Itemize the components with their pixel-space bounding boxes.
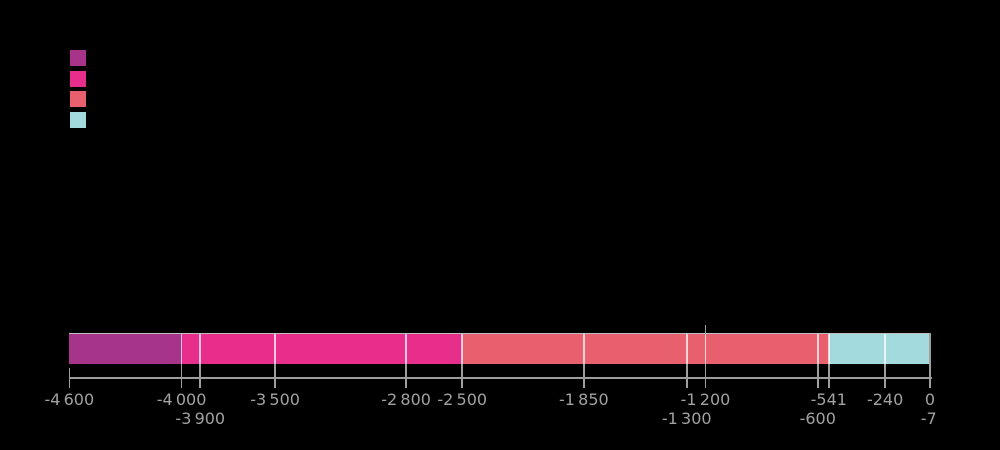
axis-tick-label: -7 <box>920 408 937 428</box>
bar-top-border <box>69 332 930 335</box>
legend-cyan-swatch <box>70 111 86 128</box>
gridline-over-bar <box>827 334 830 364</box>
axis-tick-label: -1 200 <box>680 389 731 409</box>
axis-tick-label: -4 600 <box>44 389 95 409</box>
axis-tick <box>405 363 407 389</box>
axis-tick-label: -4 000 <box>156 389 207 409</box>
axis-tick-label: 0 <box>924 389 936 409</box>
axis-tick-label: -3 900 <box>175 408 226 428</box>
timeline-bar <box>0 334 1000 364</box>
timeline-segment-1 <box>69 334 182 364</box>
timeline-segment-4 <box>828 334 930 364</box>
gridline-over-bar <box>816 334 819 364</box>
axis-tick <box>884 363 886 389</box>
axis-tick <box>704 363 707 389</box>
axis-tick-label: -240 <box>866 389 904 409</box>
gridline-over-bar <box>274 334 276 364</box>
axis-tick <box>827 363 830 389</box>
gridline-over-bar <box>884 334 886 364</box>
axis-tick-label: -1 300 <box>661 408 712 428</box>
axis-tick <box>180 363 183 389</box>
legend-purple-swatch <box>70 50 86 66</box>
gridline-above-bar <box>704 325 707 334</box>
gridline-over-bar <box>180 334 183 364</box>
axis-tick <box>461 363 464 389</box>
axis-tick-label: -600 <box>799 408 836 428</box>
gridline-over-bar <box>461 334 464 364</box>
axis-tick <box>274 363 276 389</box>
gridline-over-bar <box>405 334 407 364</box>
timeline-segment-3 <box>462 334 829 364</box>
legend-pink-swatch <box>70 70 86 87</box>
axis-tick <box>199 363 202 389</box>
axis-tick <box>685 363 688 389</box>
axis-edge-tick <box>929 333 931 389</box>
axis-tick-label: -3 500 <box>250 389 300 409</box>
axis-tick <box>583 363 585 389</box>
x-axis-line <box>69 377 932 379</box>
gridline-over-bar <box>685 334 688 364</box>
axis-tick-label: -2 500 <box>437 389 488 409</box>
axis-tick-label: -1 850 <box>559 389 609 409</box>
gridline-over-bar <box>583 334 585 364</box>
axis-tick <box>68 368 71 389</box>
gridline-over-bar <box>199 334 202 364</box>
axis-tick <box>816 363 819 389</box>
timeline-segment-2 <box>181 334 463 364</box>
gridline-over-bar <box>704 334 707 364</box>
axis-tick-label: -2 800 <box>381 389 431 409</box>
legend-salmon-swatch <box>70 91 86 107</box>
axis-tick-label: -541 <box>810 389 847 409</box>
